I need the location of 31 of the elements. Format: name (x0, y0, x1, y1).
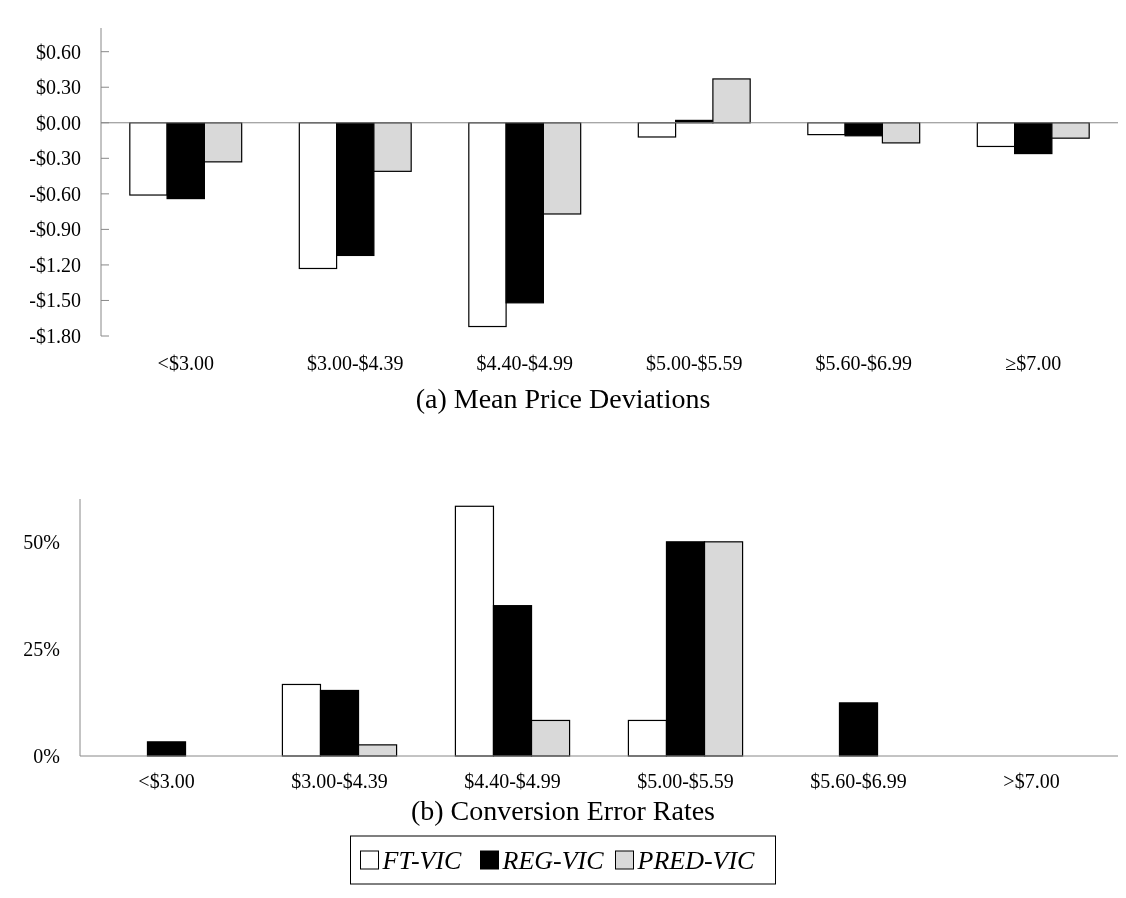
x-tick-label: ≥$7.00 (1005, 352, 1062, 374)
text: (b) Conversion Error Rates (410, 795, 716, 826)
x-tick-label: <$3.00 (138, 770, 195, 792)
x-tick-label: $5.00-$5.59 (637, 770, 734, 792)
y-tick-label: 0% (33, 745, 60, 767)
y-tick-label: $0.00 (36, 111, 81, 134)
y-tick-label: -$0.30 (29, 147, 81, 170)
x-tick-label: >$7.00 (1003, 770, 1060, 792)
x-tick-label: $4.40-$4.99 (476, 352, 574, 374)
x-tick-label: $4.40-$4.99 (464, 770, 561, 792)
x-tick-label: $3.00-$4.39 (306, 352, 404, 374)
x-tick-label: $5.00-$5.59 (645, 352, 743, 374)
y-tick-label: -$0.60 (29, 182, 81, 205)
x-tick-label: $3.00-$4.39 (291, 770, 388, 792)
y-tick-label: -$1.20 (29, 253, 81, 276)
y-tick-label: 50% (23, 530, 60, 553)
bar (146, 741, 187, 757)
text: (a) Mean Price Deviations (415, 383, 711, 414)
x-tick-label: <$3.00 (157, 352, 214, 374)
y-tick-label: 25% (23, 637, 60, 660)
y-tick-label: -$0.90 (29, 218, 81, 241)
y-tick-label: -$1.50 (29, 289, 81, 312)
x-tick-label: $5.60-$6.99 (810, 770, 907, 792)
legend-label: REG-VIC (501, 846, 605, 875)
y-tick-label: -$1.80 (29, 325, 81, 347)
legend-label: FT-VIC (381, 846, 463, 875)
y-tick-label: $0.30 (36, 76, 81, 99)
bar (838, 702, 879, 757)
y-tick-label: $0.60 (36, 40, 81, 63)
legend-label: PRED-VIC (636, 846, 756, 875)
x-tick-label: $5.60-$6.99 (815, 352, 913, 374)
